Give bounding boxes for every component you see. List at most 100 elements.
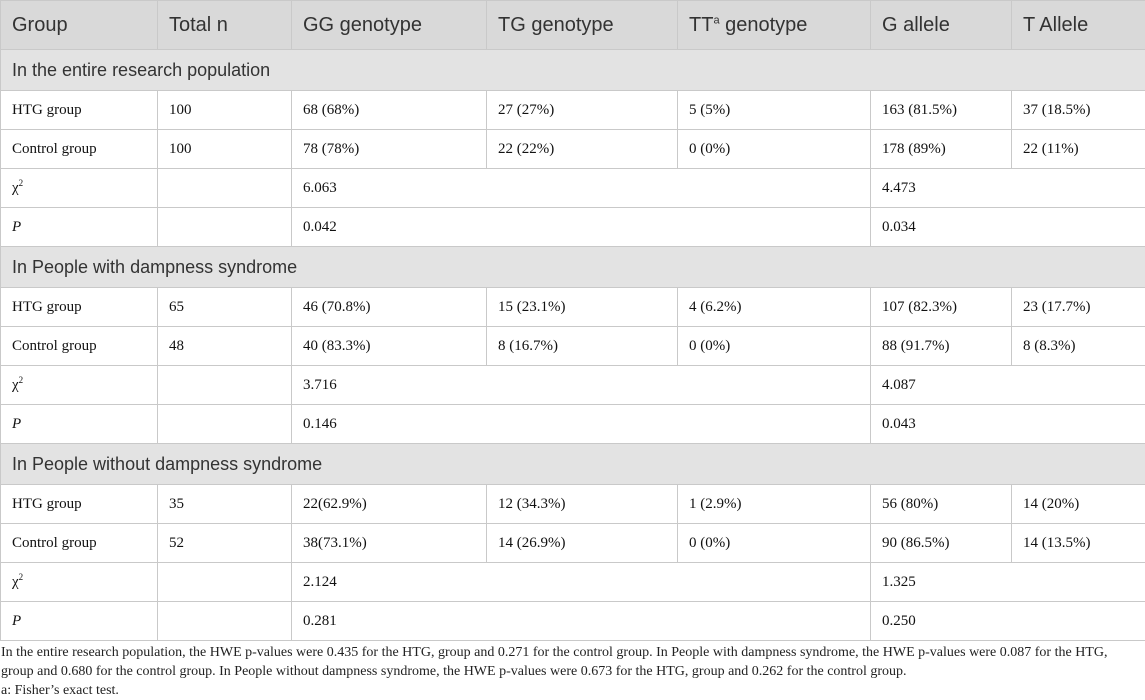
- cell-g-allele: 163 (81.5%): [871, 91, 1012, 130]
- p-value-row: P 0.281 0.250: [1, 602, 1145, 641]
- section-row: In the entire research population: [1, 50, 1145, 91]
- cell-t-allele: 14 (13.5%): [1012, 524, 1145, 563]
- p-value-row: P 0.042 0.034: [1, 208, 1145, 247]
- chi-allele-value: 4.087: [871, 366, 1145, 405]
- cell-tt: 0 (0%): [678, 327, 871, 366]
- cell-gg: 78 (78%): [292, 130, 487, 169]
- cell-tg: 27 (27%): [487, 91, 678, 130]
- chi-symbol: χ: [12, 377, 19, 393]
- cell-empty: [158, 602, 292, 641]
- cell-empty: [158, 169, 292, 208]
- chi-superscript: 2: [19, 178, 24, 188]
- chi-square-row: χ2 6.063 4.473: [1, 169, 1145, 208]
- row-label: HTG group: [1, 288, 158, 327]
- chi-square-row: χ2 3.716 4.087: [1, 366, 1145, 405]
- cell-total-n: 35: [158, 485, 292, 524]
- cell-g-allele: 56 (80%): [871, 485, 1012, 524]
- row-label: HTG group: [1, 91, 158, 130]
- chi-square-label: χ2: [1, 366, 158, 405]
- cell-t-allele: 22 (11%): [1012, 130, 1145, 169]
- cell-t-allele: 23 (17.7%): [1012, 288, 1145, 327]
- chi-square-label: χ2: [1, 169, 158, 208]
- row-label: Control group: [1, 524, 158, 563]
- p-allele-value: 0.250: [871, 602, 1145, 641]
- cell-total-n: 100: [158, 91, 292, 130]
- cell-tg: 8 (16.7%): [487, 327, 678, 366]
- p-label: P: [1, 602, 158, 641]
- chi-genotype-value: 2.124: [292, 563, 871, 602]
- row-label: Control group: [1, 327, 158, 366]
- footnote-fisher: a: Fisher’s exact test.: [1, 681, 1141, 700]
- cell-empty: [158, 208, 292, 247]
- header-tg-genotype: TG genotype: [487, 1, 678, 50]
- p-label: P: [1, 208, 158, 247]
- header-tt-label: TT: [689, 14, 713, 36]
- footnote-text: In the entire research population, the H…: [1, 643, 1141, 681]
- section-row: In People without dampness syndrome: [1, 444, 1145, 485]
- chi-allele-value: 4.473: [871, 169, 1145, 208]
- cell-empty: [158, 405, 292, 444]
- chi-symbol: χ: [12, 180, 19, 196]
- cell-tt: 0 (0%): [678, 130, 871, 169]
- cell-tt: 1 (2.9%): [678, 485, 871, 524]
- p-allele-value: 0.034: [871, 208, 1145, 247]
- chi-allele-value: 1.325: [871, 563, 1145, 602]
- cell-gg: 38(73.1%): [292, 524, 487, 563]
- cell-g-allele: 90 (86.5%): [871, 524, 1012, 563]
- cell-empty: [158, 563, 292, 602]
- cell-t-allele: 14 (20%): [1012, 485, 1145, 524]
- table-row: Control group 48 40 (83.3%) 8 (16.7%) 0 …: [1, 327, 1145, 366]
- cell-gg: 22(62.9%): [292, 485, 487, 524]
- section-row: In People with dampness syndrome: [1, 247, 1145, 288]
- chi-superscript: 2: [19, 375, 24, 385]
- cell-tt: 5 (5%): [678, 91, 871, 130]
- chi-symbol: χ: [12, 574, 19, 590]
- cell-tg: 14 (26.9%): [487, 524, 678, 563]
- cell-total-n: 65: [158, 288, 292, 327]
- chi-square-label: χ2: [1, 563, 158, 602]
- chi-superscript: 2: [19, 572, 24, 582]
- table-row: HTG group 65 46 (70.8%) 15 (23.1%) 4 (6.…: [1, 288, 1145, 327]
- header-g-allele: G allele: [871, 1, 1012, 50]
- cell-t-allele: 37 (18.5%): [1012, 91, 1145, 130]
- cell-g-allele: 107 (82.3%): [871, 288, 1012, 327]
- table-row: Control group 100 78 (78%) 22 (22%) 0 (0…: [1, 130, 1145, 169]
- cell-total-n: 100: [158, 130, 292, 169]
- cell-empty: [158, 366, 292, 405]
- cell-t-allele: 8 (8.3%): [1012, 327, 1145, 366]
- row-label: HTG group: [1, 485, 158, 524]
- cell-tt: 0 (0%): [678, 524, 871, 563]
- table-row: HTG group 100 68 (68%) 27 (27%) 5 (5%) 1…: [1, 91, 1145, 130]
- cell-gg: 46 (70.8%): [292, 288, 487, 327]
- section-title: In People with dampness syndrome: [1, 247, 1145, 288]
- chi-genotype-value: 3.716: [292, 366, 871, 405]
- header-tt-suffix: genotype: [720, 14, 808, 36]
- cell-gg: 40 (83.3%): [292, 327, 487, 366]
- p-allele-value: 0.043: [871, 405, 1145, 444]
- cell-gg: 68 (68%): [292, 91, 487, 130]
- cell-total-n: 52: [158, 524, 292, 563]
- section-title: In People without dampness syndrome: [1, 444, 1145, 485]
- genotype-table: Group Total n GG genotype TG genotype TT…: [0, 0, 1145, 641]
- p-genotype-value: 0.146: [292, 405, 871, 444]
- table-row: Control group 52 38(73.1%) 14 (26.9%) 0 …: [1, 524, 1145, 563]
- header-group: Group: [1, 1, 158, 50]
- table-row: HTG group 35 22(62.9%) 12 (34.3%) 1 (2.9…: [1, 485, 1145, 524]
- cell-tg: 15 (23.1%): [487, 288, 678, 327]
- cell-g-allele: 88 (91.7%): [871, 327, 1012, 366]
- cell-tg: 12 (34.3%): [487, 485, 678, 524]
- header-gg-genotype: GG genotype: [292, 1, 487, 50]
- section-title: In the entire research population: [1, 50, 1145, 91]
- row-label: Control group: [1, 130, 158, 169]
- header-row: Group Total n GG genotype TG genotype TT…: [1, 1, 1145, 50]
- p-value-row: P 0.146 0.043: [1, 405, 1145, 444]
- p-genotype-value: 0.042: [292, 208, 871, 247]
- header-tt-genotype: TTa genotype: [678, 1, 871, 50]
- table-footnote: In the entire research population, the H…: [1, 643, 1141, 700]
- chi-square-row: χ2 2.124 1.325: [1, 563, 1145, 602]
- cell-total-n: 48: [158, 327, 292, 366]
- cell-tt: 4 (6.2%): [678, 288, 871, 327]
- cell-tg: 22 (22%): [487, 130, 678, 169]
- cell-g-allele: 178 (89%): [871, 130, 1012, 169]
- chi-genotype-value: 6.063: [292, 169, 871, 208]
